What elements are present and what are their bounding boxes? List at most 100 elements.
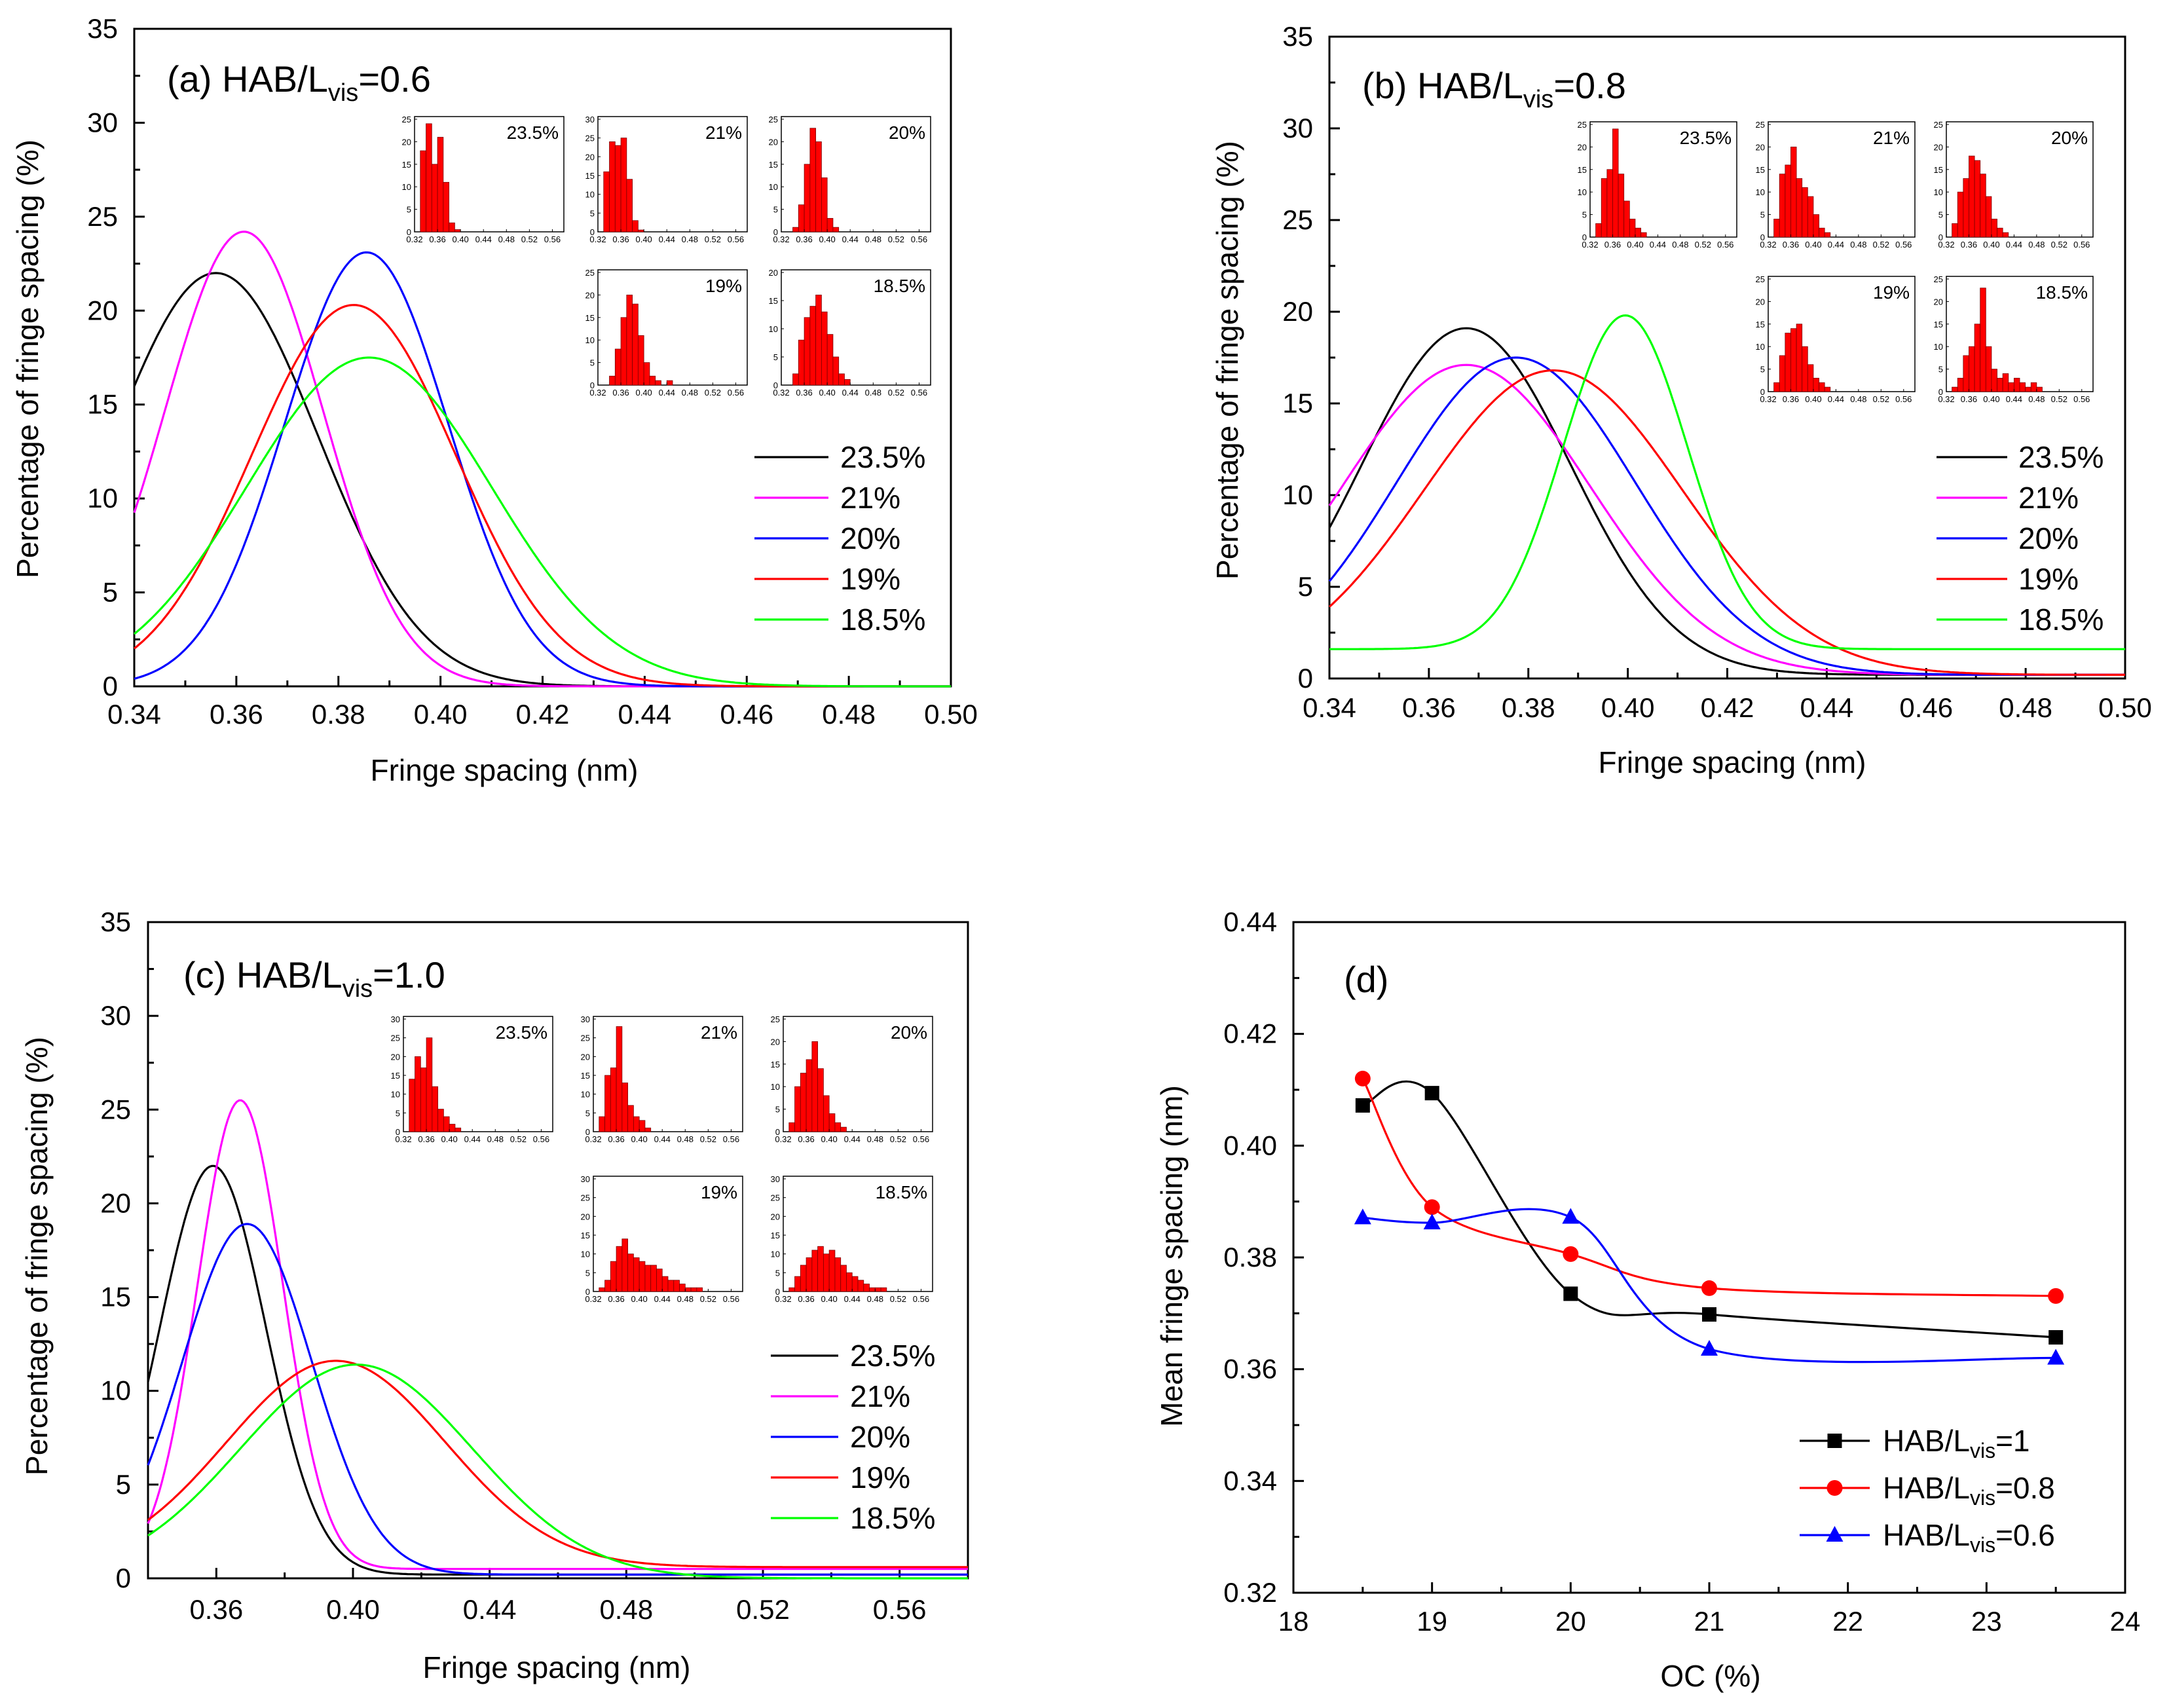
inset-ytick-label: 10 (1756, 342, 1765, 352)
panel-b-legend-label: 20% (2018, 521, 2079, 555)
inset-bar (639, 1261, 646, 1292)
panel-d-ytick-label: 0.36 (1223, 1354, 1277, 1384)
inset-xtick-label: 0.44 (844, 1294, 861, 1304)
inset-bar (834, 1257, 842, 1292)
inset-bar (604, 1075, 611, 1132)
inset-bar (420, 150, 426, 232)
inset-bar (599, 1287, 605, 1292)
inset-ytick-label: 25 (771, 1014, 780, 1024)
inset-bar (667, 1280, 675, 1292)
inset-bar (1802, 346, 1808, 392)
inset-ytick-label: 5 (396, 1108, 400, 1118)
panel-a-legend-label: 19% (840, 562, 900, 596)
panel-b-inset-4: 0.32 0.36 0.40 0.44 0.48 0.52 0.56 0 5 10 15 20 25 18… (1934, 274, 2094, 404)
panel-b-legend-label: 21% (2018, 481, 2079, 515)
panel-b: 0.34 0.36 0.38 0.40 0.42 0.44 0.46 0.48 0.50 0 5 10… (1210, 21, 2152, 779)
inset-bar (620, 317, 627, 386)
inset-ytick-label: 20 (1934, 297, 1943, 306)
inset-bar (828, 1113, 836, 1132)
inset-xtick-label: 0.48 (487, 1134, 504, 1144)
panel-d-point (2048, 1330, 2064, 1345)
inset-bar (1813, 214, 1819, 238)
inset-bar (817, 1068, 824, 1132)
panel-d-ylabel: Mean fringe spacing (nm) (1155, 1085, 1189, 1427)
inset-ytick-label: 0 (775, 1287, 780, 1297)
inset-bar (1595, 223, 1602, 238)
inset-bar (621, 1238, 629, 1292)
inset-ytick-label: 10 (1934, 187, 1943, 197)
inset-ytick-label: 30 (391, 1014, 400, 1024)
inset-ytick-label: 0 (585, 1287, 590, 1297)
inset-bar (449, 1124, 456, 1132)
inset-xtick-label: 0.52 (510, 1134, 527, 1144)
inset-xtick-label: 0.44 (842, 234, 859, 244)
inset-bar (609, 375, 616, 386)
inset-bar (811, 1250, 819, 1292)
inset-label: 18.5% (876, 1182, 927, 1202)
inset-bar (1618, 174, 1625, 238)
inset-xtick-label: 0.44 (2006, 394, 2022, 404)
inset-bar (1807, 196, 1814, 238)
inset-xtick-label: 0.56 (1895, 394, 1912, 404)
inset-ytick-label: 0 (1760, 232, 1765, 242)
inset-bar (1796, 324, 1803, 392)
inset-bar (851, 1276, 859, 1292)
inset-xtick-label: 0.32 (589, 234, 606, 244)
panel-b-series-19pct (1328, 369, 2125, 676)
inset-bar (821, 177, 828, 232)
panel-a-legend-label: 21% (840, 481, 900, 515)
panel-c-inset-1: 0.32 0.36 0.40 0.44 0.48 0.52 0.56 0 5 10 15 20 25 30… (581, 1014, 743, 1144)
inset-ytick-label: 20 (769, 268, 778, 278)
inset-bar (821, 311, 828, 386)
panel-b-xlabel: Fringe spacing (nm) (1598, 745, 1866, 779)
inset-xtick-label: 0.44 (1828, 240, 1844, 250)
inset-bar (1779, 174, 1786, 238)
inset-bar (804, 317, 811, 386)
inset-bar (696, 1287, 703, 1292)
panel-d-point (1423, 1214, 1441, 1230)
inset-bar (840, 1265, 847, 1292)
panel-c-inset-2: 0.32 0.36 0.40 0.44 0.48 0.52 0.56 0 5 10 15 20 25 20… (771, 1014, 933, 1144)
inset-xtick-label: 0.48 (1850, 394, 1866, 404)
inset-xtick-label: 0.56 (2073, 240, 2090, 250)
inset-bar (437, 137, 444, 232)
inset-bar (806, 1257, 813, 1292)
inset-bar (815, 141, 822, 232)
panel-b-inset-0: 0.32 0.36 0.40 0.44 0.48 0.52 0.56 0 5 10 15 20 25 23… (1578, 120, 1737, 250)
panel-c-inset-4: 0.32 0.36 0.40 0.44 0.48 0.52 0.56 0 5 10 15 20 25 30… (771, 1174, 933, 1304)
panel-b-series-21pct (1328, 363, 2125, 676)
inset-ytick-label: 25 (581, 1033, 590, 1043)
panel-b-legend-label: 23.5% (2018, 440, 2104, 474)
panel-d-xtick-label: 22 (1832, 1606, 1863, 1637)
inset-ytick-label: 25 (585, 268, 595, 278)
panel-c-inset-3: 0.32 0.36 0.40 0.44 0.48 0.52 0.56 0 5 10 15 20 25 30… (581, 1174, 743, 1304)
inset-ytick-label: 5 (773, 205, 778, 215)
inset-frame (1768, 121, 1916, 238)
legend-sub: vis (1970, 1439, 1995, 1462)
panel-a-plot-area: 0.34 0.36 0.38 0.40 0.42 0.44 0.46 0.48 0.50 0 5 10… (87, 13, 978, 730)
panel-b-xtick-label: 0.50 (2098, 692, 2152, 723)
panel-a-ytick-label: 5 (103, 577, 118, 608)
inset-xtick-label: 0.32 (775, 1134, 791, 1144)
inset-xtick-label: 0.56 (544, 234, 561, 244)
inset-bar (1773, 382, 1780, 392)
inset-xtick-label: 0.44 (654, 1134, 671, 1144)
inset-bar (2036, 386, 2043, 392)
inset-ytick-label: 25 (771, 1193, 780, 1203)
inset-ytick-label: 20 (771, 1212, 780, 1221)
inset-bar (1606, 169, 1613, 238)
panel-c-ytick-label: 20 (100, 1187, 131, 1218)
panel-d-ytick-label: 0.32 (1223, 1577, 1277, 1608)
panel-d: 18 19 20 21 22 23 24 0.32 0.34 0.36 0.38 0.40 0.42 0.… (1155, 906, 2140, 1693)
inset-bar (609, 141, 616, 232)
panel-b-plot-area: 0.34 0.36 0.38 0.40 0.42 0.44 0.46 0.48 0.50 0 5 10… (1282, 21, 2152, 723)
panel-d-point (1701, 1339, 1718, 1356)
inset-bar (794, 1086, 801, 1132)
inset-xtick-label: 0.56 (1717, 240, 1733, 250)
inset-ytick-label: 15 (1578, 165, 1587, 175)
inset-ytick-label: 25 (769, 115, 778, 124)
inset-xtick-label: 0.40 (635, 234, 652, 244)
panel-d-legend-label: HAB/Lvis=0.6 (1883, 1518, 2055, 1557)
inset-xtick-label: 0.48 (2028, 240, 2045, 250)
inset-bar (426, 1037, 433, 1132)
